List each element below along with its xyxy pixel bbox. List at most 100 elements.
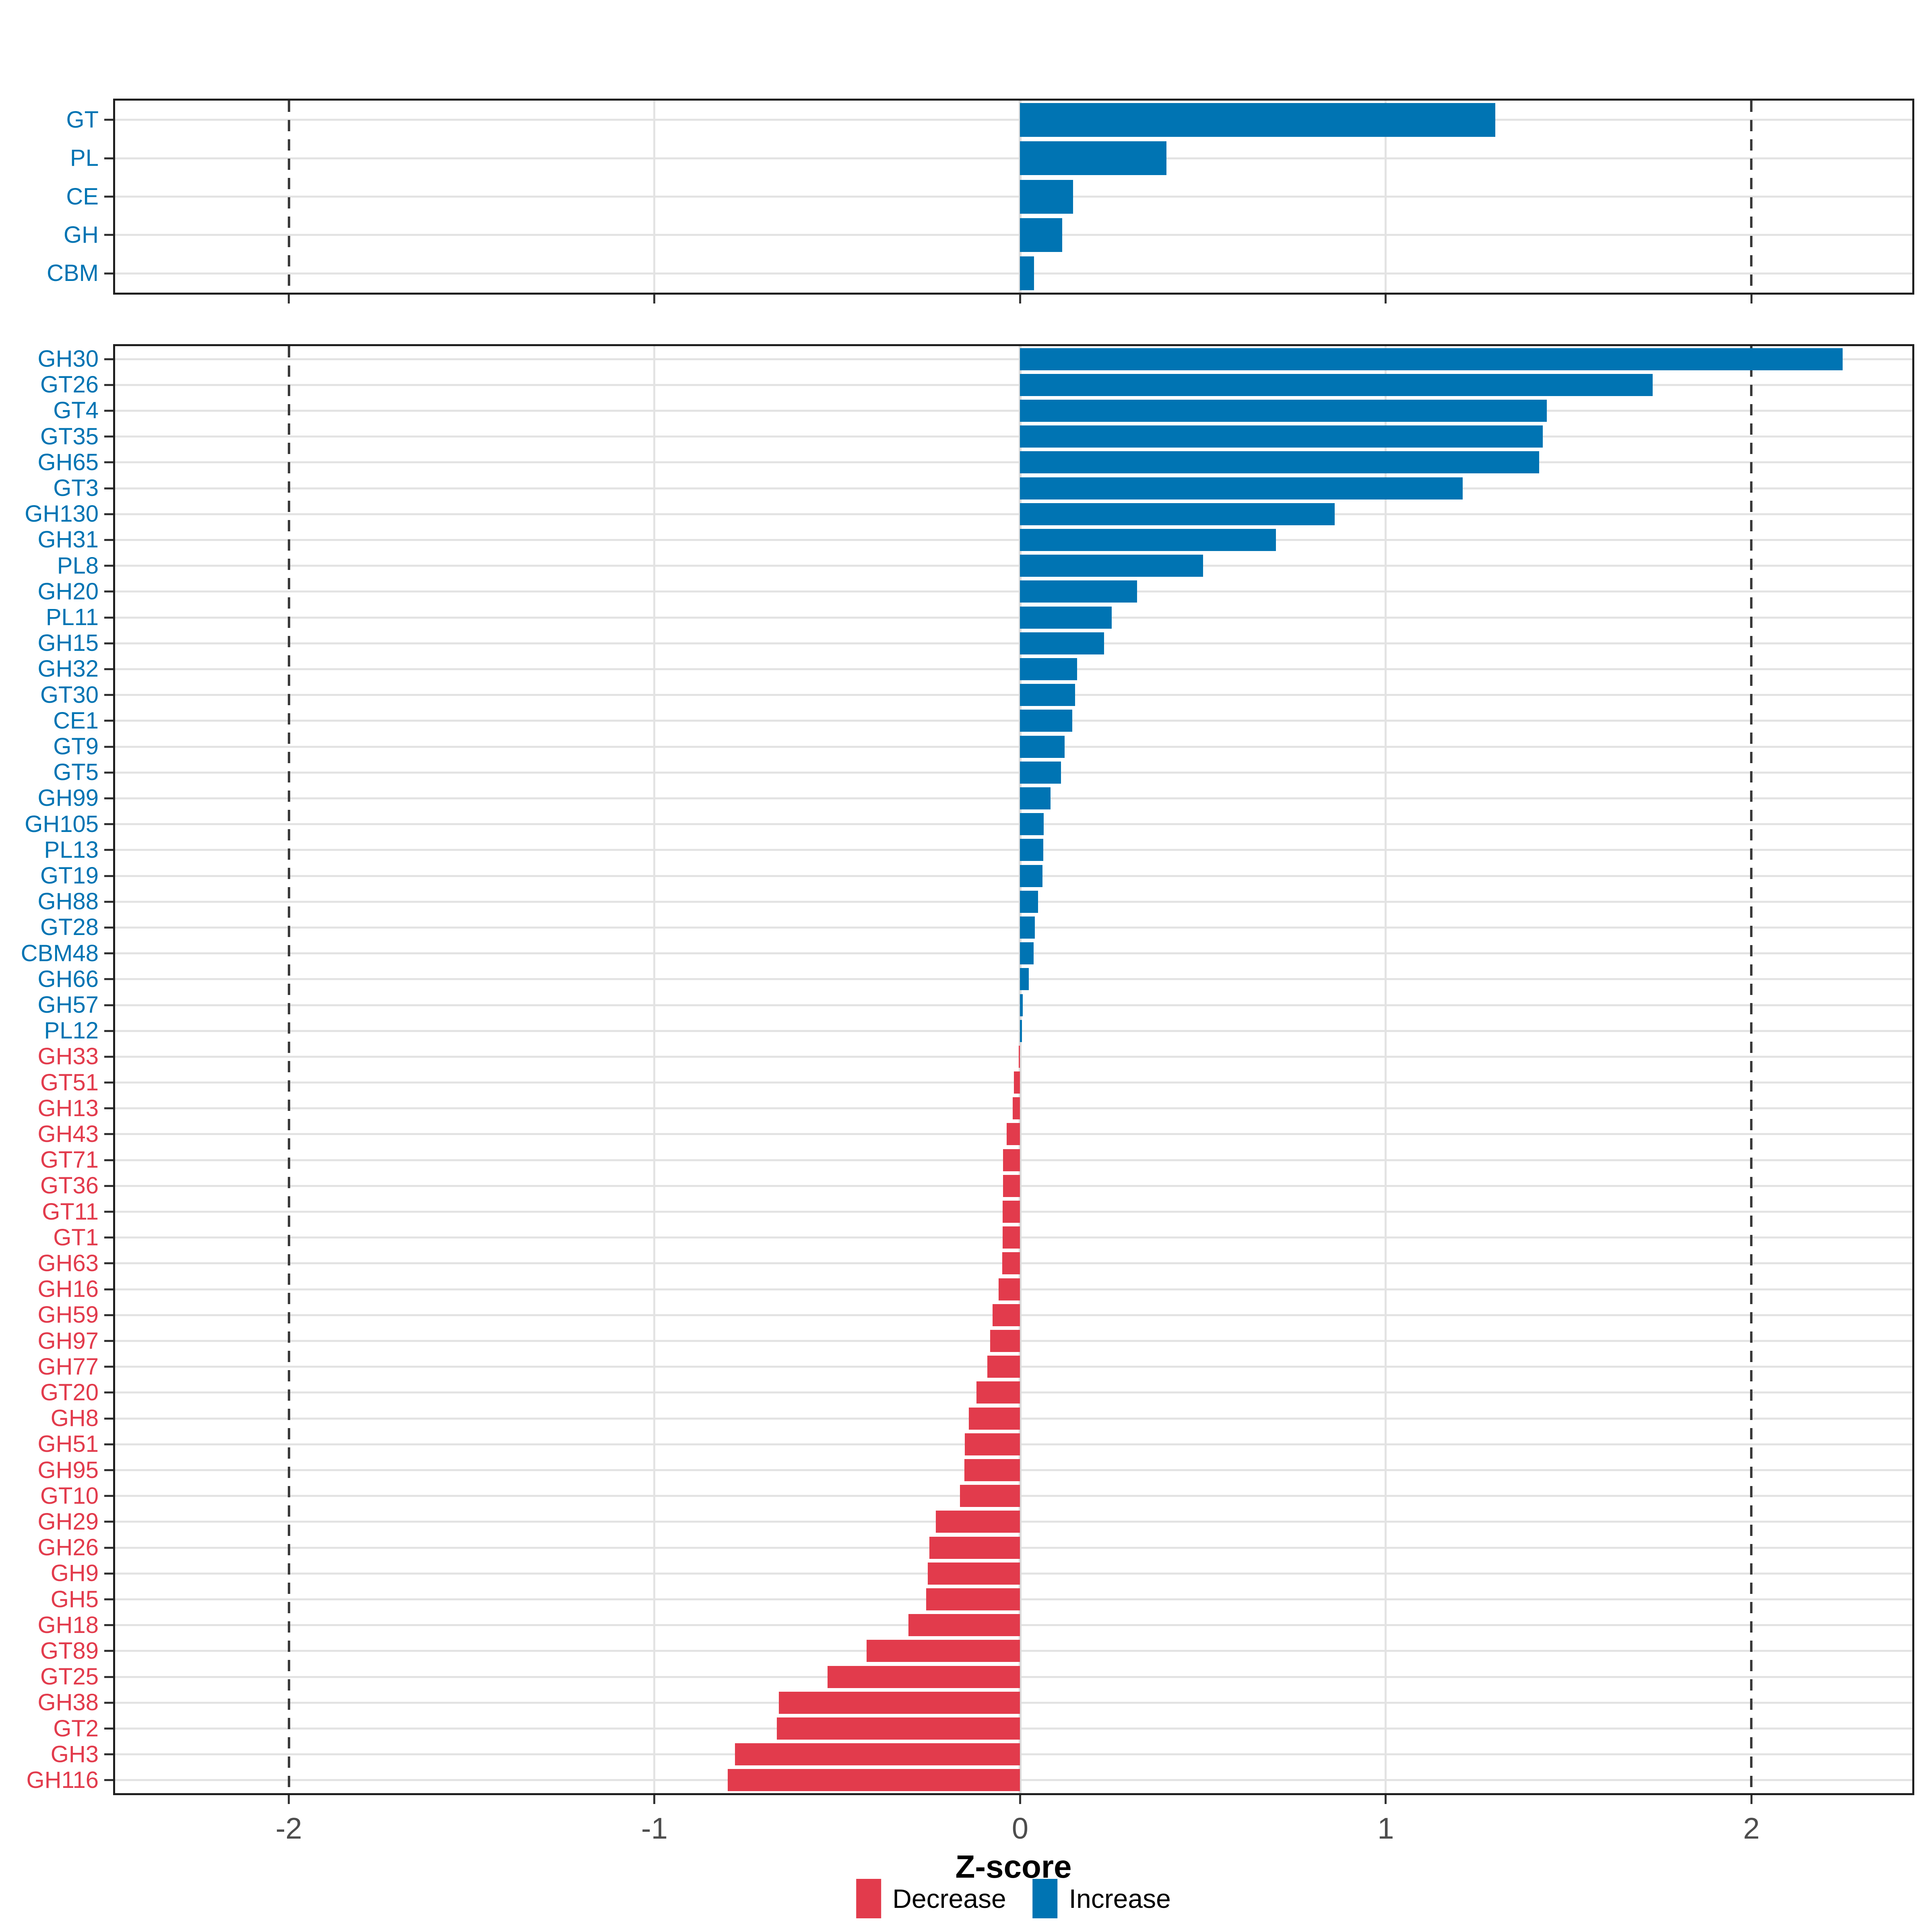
y-axis-tick	[104, 1417, 113, 1420]
bar	[993, 1304, 1020, 1326]
y-axis-tick	[104, 1598, 113, 1601]
category-label: PL11	[45, 604, 99, 631]
y-axis-tick	[104, 1572, 113, 1575]
category-label: GT36	[40, 1172, 99, 1199]
y-axis-tick	[104, 694, 113, 696]
category-label: GT5	[53, 759, 99, 786]
bar	[1020, 839, 1043, 861]
y-axis-tick	[104, 1521, 113, 1523]
category-label: GH5	[50, 1586, 99, 1612]
category-label: GH59	[37, 1302, 99, 1328]
bar	[1020, 994, 1023, 1016]
bar	[1020, 968, 1029, 991]
y-axis-tick	[104, 978, 113, 980]
x-gridline	[1018, 346, 1022, 1793]
y-gridline	[115, 358, 1912, 360]
category-label: GH	[64, 221, 99, 248]
legend-label-increase: Increase	[1069, 1884, 1171, 1913]
bar	[969, 1407, 1020, 1430]
category-label: GH63	[37, 1250, 99, 1276]
y-axis-tick	[104, 875, 113, 877]
y-axis-tick	[104, 384, 113, 386]
y-axis-tick	[104, 1728, 113, 1730]
bar	[928, 1562, 1020, 1585]
bar	[1020, 180, 1073, 214]
bar	[777, 1717, 1020, 1740]
category-label: CBM	[47, 260, 99, 287]
category-label: GT71	[40, 1147, 99, 1173]
y-gridline	[115, 234, 1912, 236]
bar	[926, 1588, 1020, 1611]
category-label: GH38	[37, 1689, 99, 1716]
y-gridline	[115, 642, 1912, 644]
bar	[1020, 141, 1166, 175]
y-gridline	[115, 513, 1912, 515]
y-axis-tick	[104, 1443, 113, 1445]
bar	[1006, 1123, 1020, 1146]
y-axis-tick	[104, 1366, 113, 1368]
bar	[1020, 761, 1061, 784]
category-label: GT3	[53, 475, 99, 502]
y-gridline	[115, 616, 1912, 619]
category-label: GT	[66, 106, 99, 133]
bar	[735, 1743, 1020, 1766]
category-label: GT9	[53, 733, 99, 760]
y-gridline	[115, 1030, 1912, 1032]
y-gridline	[115, 797, 1912, 799]
y-axis-tick	[104, 1288, 113, 1290]
bar	[1002, 1226, 1020, 1249]
y-gridline	[115, 875, 1912, 877]
dashed-reference-line	[287, 101, 290, 293]
category-label: PL8	[57, 552, 99, 579]
x-gridline	[1385, 101, 1387, 293]
category-label: GH33	[37, 1043, 99, 1070]
y-axis-tick	[104, 1314, 113, 1316]
category-label: GH65	[37, 449, 99, 475]
y-axis-tick	[104, 926, 113, 929]
y-gridline	[115, 978, 1912, 980]
category-label: GH15	[37, 630, 99, 656]
y-axis-tick	[104, 157, 113, 159]
category-label: GT2	[53, 1715, 99, 1742]
y-axis-tick	[104, 1650, 113, 1652]
category-label: GT28	[40, 914, 99, 941]
bar	[1020, 942, 1034, 965]
x-tick-label: -2	[275, 1812, 302, 1845]
x-axis-tick	[1385, 295, 1387, 303]
y-axis-tick	[104, 1624, 113, 1627]
category-label: GH31	[37, 526, 99, 553]
y-gridline	[115, 926, 1912, 929]
category-label: GT1	[53, 1224, 99, 1251]
y-gridline	[115, 745, 1912, 748]
bar	[866, 1640, 1020, 1662]
bar	[987, 1356, 1020, 1378]
bar	[960, 1485, 1020, 1507]
y-gridline	[115, 952, 1912, 955]
x-gridline	[653, 346, 656, 1793]
y-axis-tick	[104, 487, 113, 489]
bar	[964, 1459, 1020, 1482]
bar	[1020, 735, 1065, 758]
x-axis-tick	[288, 295, 290, 303]
y-gridline	[115, 590, 1912, 593]
y-gridline	[115, 157, 1912, 159]
bar	[1020, 348, 1843, 370]
x-tick-label: 1	[1377, 1812, 1394, 1845]
y-axis-tick	[104, 1133, 113, 1135]
bar	[1020, 787, 1051, 809]
y-gridline	[115, 720, 1912, 722]
x-tick-label: -1	[641, 1812, 668, 1845]
category-label: GT35	[40, 423, 99, 450]
legend-item-increase: Increase	[1032, 1879, 1171, 1918]
category-label: GH77	[37, 1353, 99, 1380]
y-axis-tick	[104, 513, 113, 515]
y-axis-tick	[104, 642, 113, 644]
y-axis-tick	[104, 849, 113, 851]
y-axis-tick	[104, 745, 113, 748]
y-axis-tick	[104, 1055, 113, 1058]
bar	[908, 1614, 1020, 1637]
bar	[1020, 606, 1112, 629]
bar	[1020, 256, 1034, 291]
y-axis-tick	[104, 1495, 113, 1497]
